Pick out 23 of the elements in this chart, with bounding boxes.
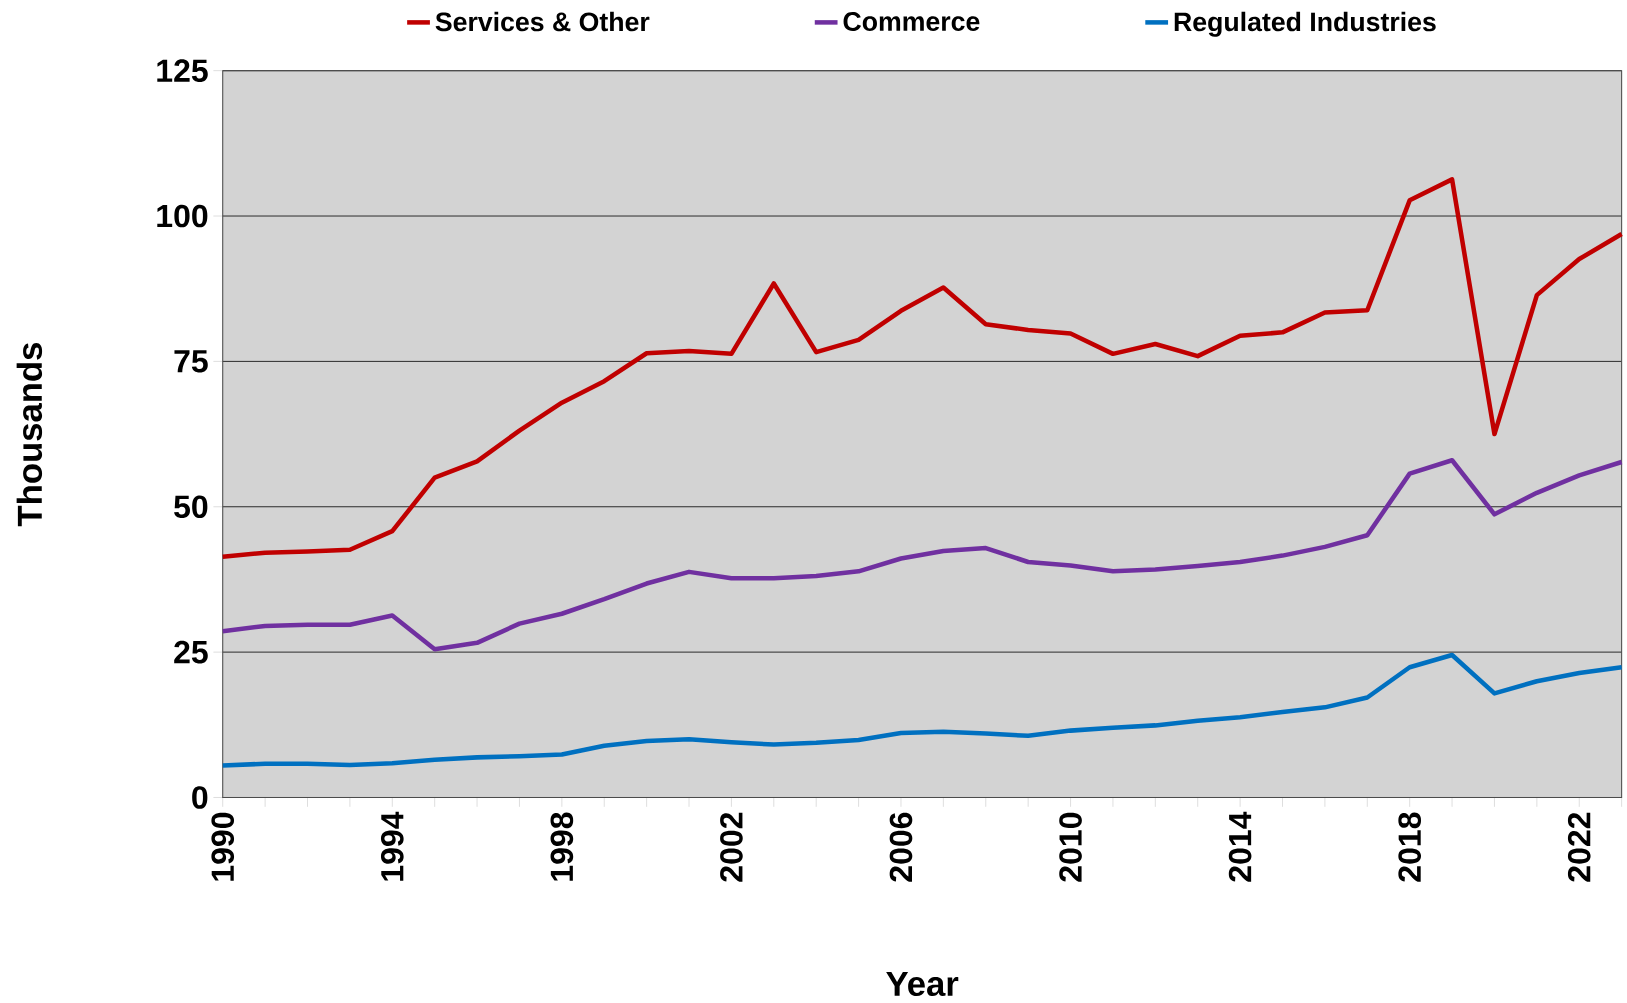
x-tick-label: 1994 xyxy=(380,811,404,881)
legend-label: Regulated Industries xyxy=(1174,11,1436,37)
y-tick-label: 100 xyxy=(157,204,208,228)
y-tick-label: 50 xyxy=(174,495,208,519)
x-axis-title: Year xyxy=(886,971,959,997)
x-tick-label: 2006 xyxy=(889,812,913,882)
x-tick-label: 2018 xyxy=(1398,812,1422,882)
x-tick-label: 1990 xyxy=(211,812,235,881)
line-series xyxy=(220,177,1624,560)
x-tick-label: 1998 xyxy=(550,812,574,881)
legend-label: Services & Other xyxy=(435,11,650,32)
x-tick-label: 2002 xyxy=(720,812,743,882)
x-tick-label: 2010 xyxy=(1059,812,1082,882)
y-tick-label: 25 xyxy=(174,640,208,664)
x-tick-label: 2014 xyxy=(1228,811,1252,882)
y-tick-label: 125 xyxy=(157,59,208,83)
y-tick-label: 75 xyxy=(174,350,208,373)
line-series xyxy=(220,652,1624,768)
legend-label: Commerce xyxy=(843,12,980,32)
y-tick-label: 0 xyxy=(192,786,208,809)
y-axis-title: Thousands xyxy=(16,343,43,527)
x-tick-label: 2022 xyxy=(1567,812,1591,882)
line-series xyxy=(220,458,1624,652)
